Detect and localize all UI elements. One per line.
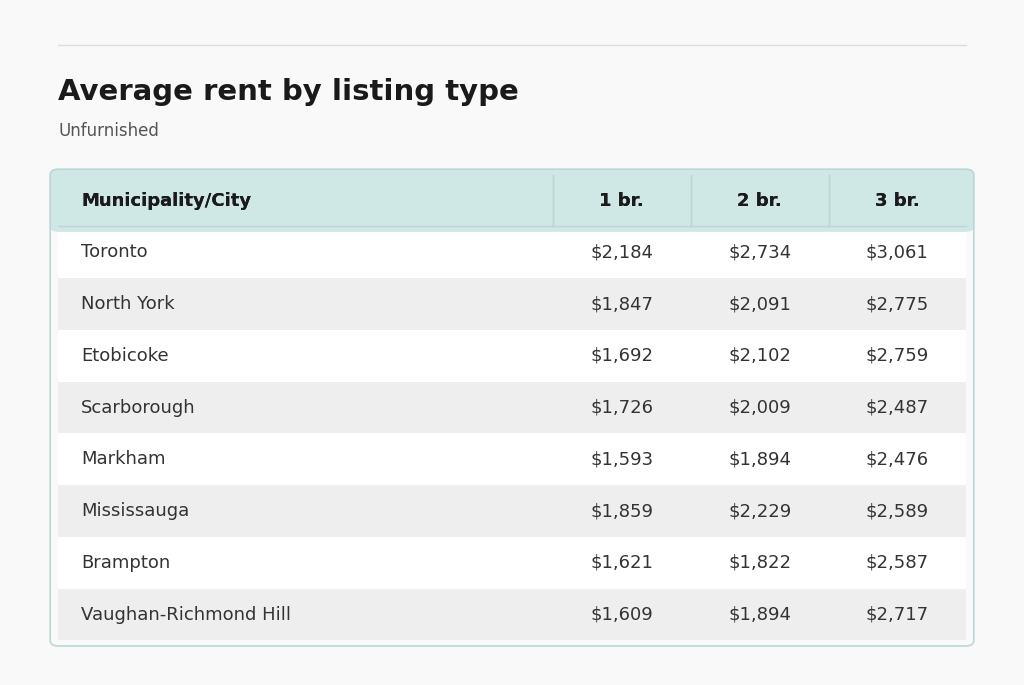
Text: 3 br.: 3 br. (874, 192, 920, 210)
Text: 2 br.: 2 br. (737, 192, 782, 210)
Text: Average rent by listing type: Average rent by listing type (58, 78, 519, 106)
Text: $2,589: $2,589 (865, 502, 929, 520)
Text: Municipality/City: Municipality/City (81, 192, 251, 210)
Text: 1 br.: 1 br. (599, 192, 644, 210)
Text: 3 br.: 3 br. (874, 192, 920, 210)
Text: Toronto: Toronto (81, 243, 147, 261)
Text: North York: North York (81, 295, 174, 313)
Text: $2,717: $2,717 (865, 606, 929, 623)
Text: Unfurnished: Unfurnished (58, 123, 160, 140)
Text: 2 br.: 2 br. (737, 192, 782, 210)
Text: 1 br.: 1 br. (599, 192, 644, 210)
Text: Brampton: Brampton (81, 554, 170, 572)
Text: $1,621: $1,621 (591, 554, 653, 572)
Text: $2,487: $2,487 (865, 399, 929, 416)
Text: $2,184: $2,184 (590, 243, 653, 261)
Text: $2,775: $2,775 (865, 295, 929, 313)
Text: $1,859: $1,859 (590, 502, 653, 520)
Text: $2,587: $2,587 (865, 554, 929, 572)
Text: Municipality/City: Municipality/City (81, 192, 251, 210)
Text: $1,894: $1,894 (728, 450, 792, 469)
Text: $1,593: $1,593 (590, 450, 653, 469)
Text: Etobicoke: Etobicoke (81, 347, 169, 365)
Text: $2,009: $2,009 (728, 399, 792, 416)
Text: $1,894: $1,894 (728, 606, 792, 623)
Text: $1,847: $1,847 (590, 295, 653, 313)
Text: $2,091: $2,091 (728, 295, 792, 313)
Text: Scarborough: Scarborough (81, 399, 196, 416)
Text: $1,822: $1,822 (728, 554, 792, 572)
Text: Mississauga: Mississauga (81, 502, 189, 520)
Text: $1,609: $1,609 (591, 606, 653, 623)
Text: Markham: Markham (81, 450, 166, 469)
Text: $2,734: $2,734 (728, 243, 792, 261)
Text: $1,692: $1,692 (590, 347, 653, 365)
Text: $2,229: $2,229 (728, 502, 792, 520)
Text: $1,726: $1,726 (590, 399, 653, 416)
Text: $2,102: $2,102 (728, 347, 792, 365)
Text: Vaughan-Richmond Hill: Vaughan-Richmond Hill (81, 606, 291, 623)
Text: $2,759: $2,759 (865, 347, 929, 365)
Text: $2,476: $2,476 (865, 450, 929, 469)
Text: $3,061: $3,061 (865, 243, 929, 261)
